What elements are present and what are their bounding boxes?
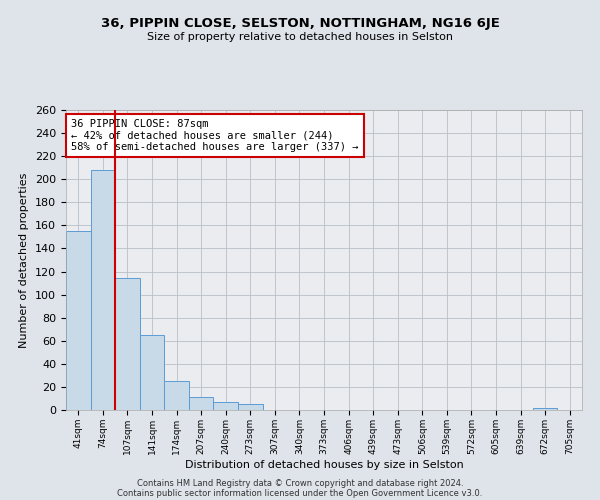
Bar (164, 381, 189, 410)
Text: Size of property relative to detached houses in Selston: Size of property relative to detached ho… (147, 32, 453, 42)
X-axis label: Distribution of detached houses by size in Selston: Distribution of detached houses by size … (185, 460, 463, 469)
Y-axis label: Number of detached properties: Number of detached properties (19, 172, 29, 348)
Text: 36 PIPPIN CLOSE: 87sqm
← 42% of detached houses are smaller (244)
58% of semi-de: 36 PIPPIN CLOSE: 87sqm ← 42% of detached… (71, 119, 359, 152)
Bar (189, 398, 214, 410)
Bar (140, 335, 164, 410)
Bar (214, 402, 238, 410)
Bar (238, 404, 263, 410)
Text: Contains HM Land Registry data © Crown copyright and database right 2024.: Contains HM Land Registry data © Crown c… (137, 478, 463, 488)
Bar (91, 170, 115, 410)
Text: 36, PIPPIN CLOSE, SELSTON, NOTTINGHAM, NG16 6JE: 36, PIPPIN CLOSE, SELSTON, NOTTINGHAM, N… (101, 18, 499, 30)
Bar (533, 408, 557, 410)
Bar (66, 231, 91, 410)
Bar (115, 278, 140, 410)
Text: Contains public sector information licensed under the Open Government Licence v3: Contains public sector information licen… (118, 488, 482, 498)
